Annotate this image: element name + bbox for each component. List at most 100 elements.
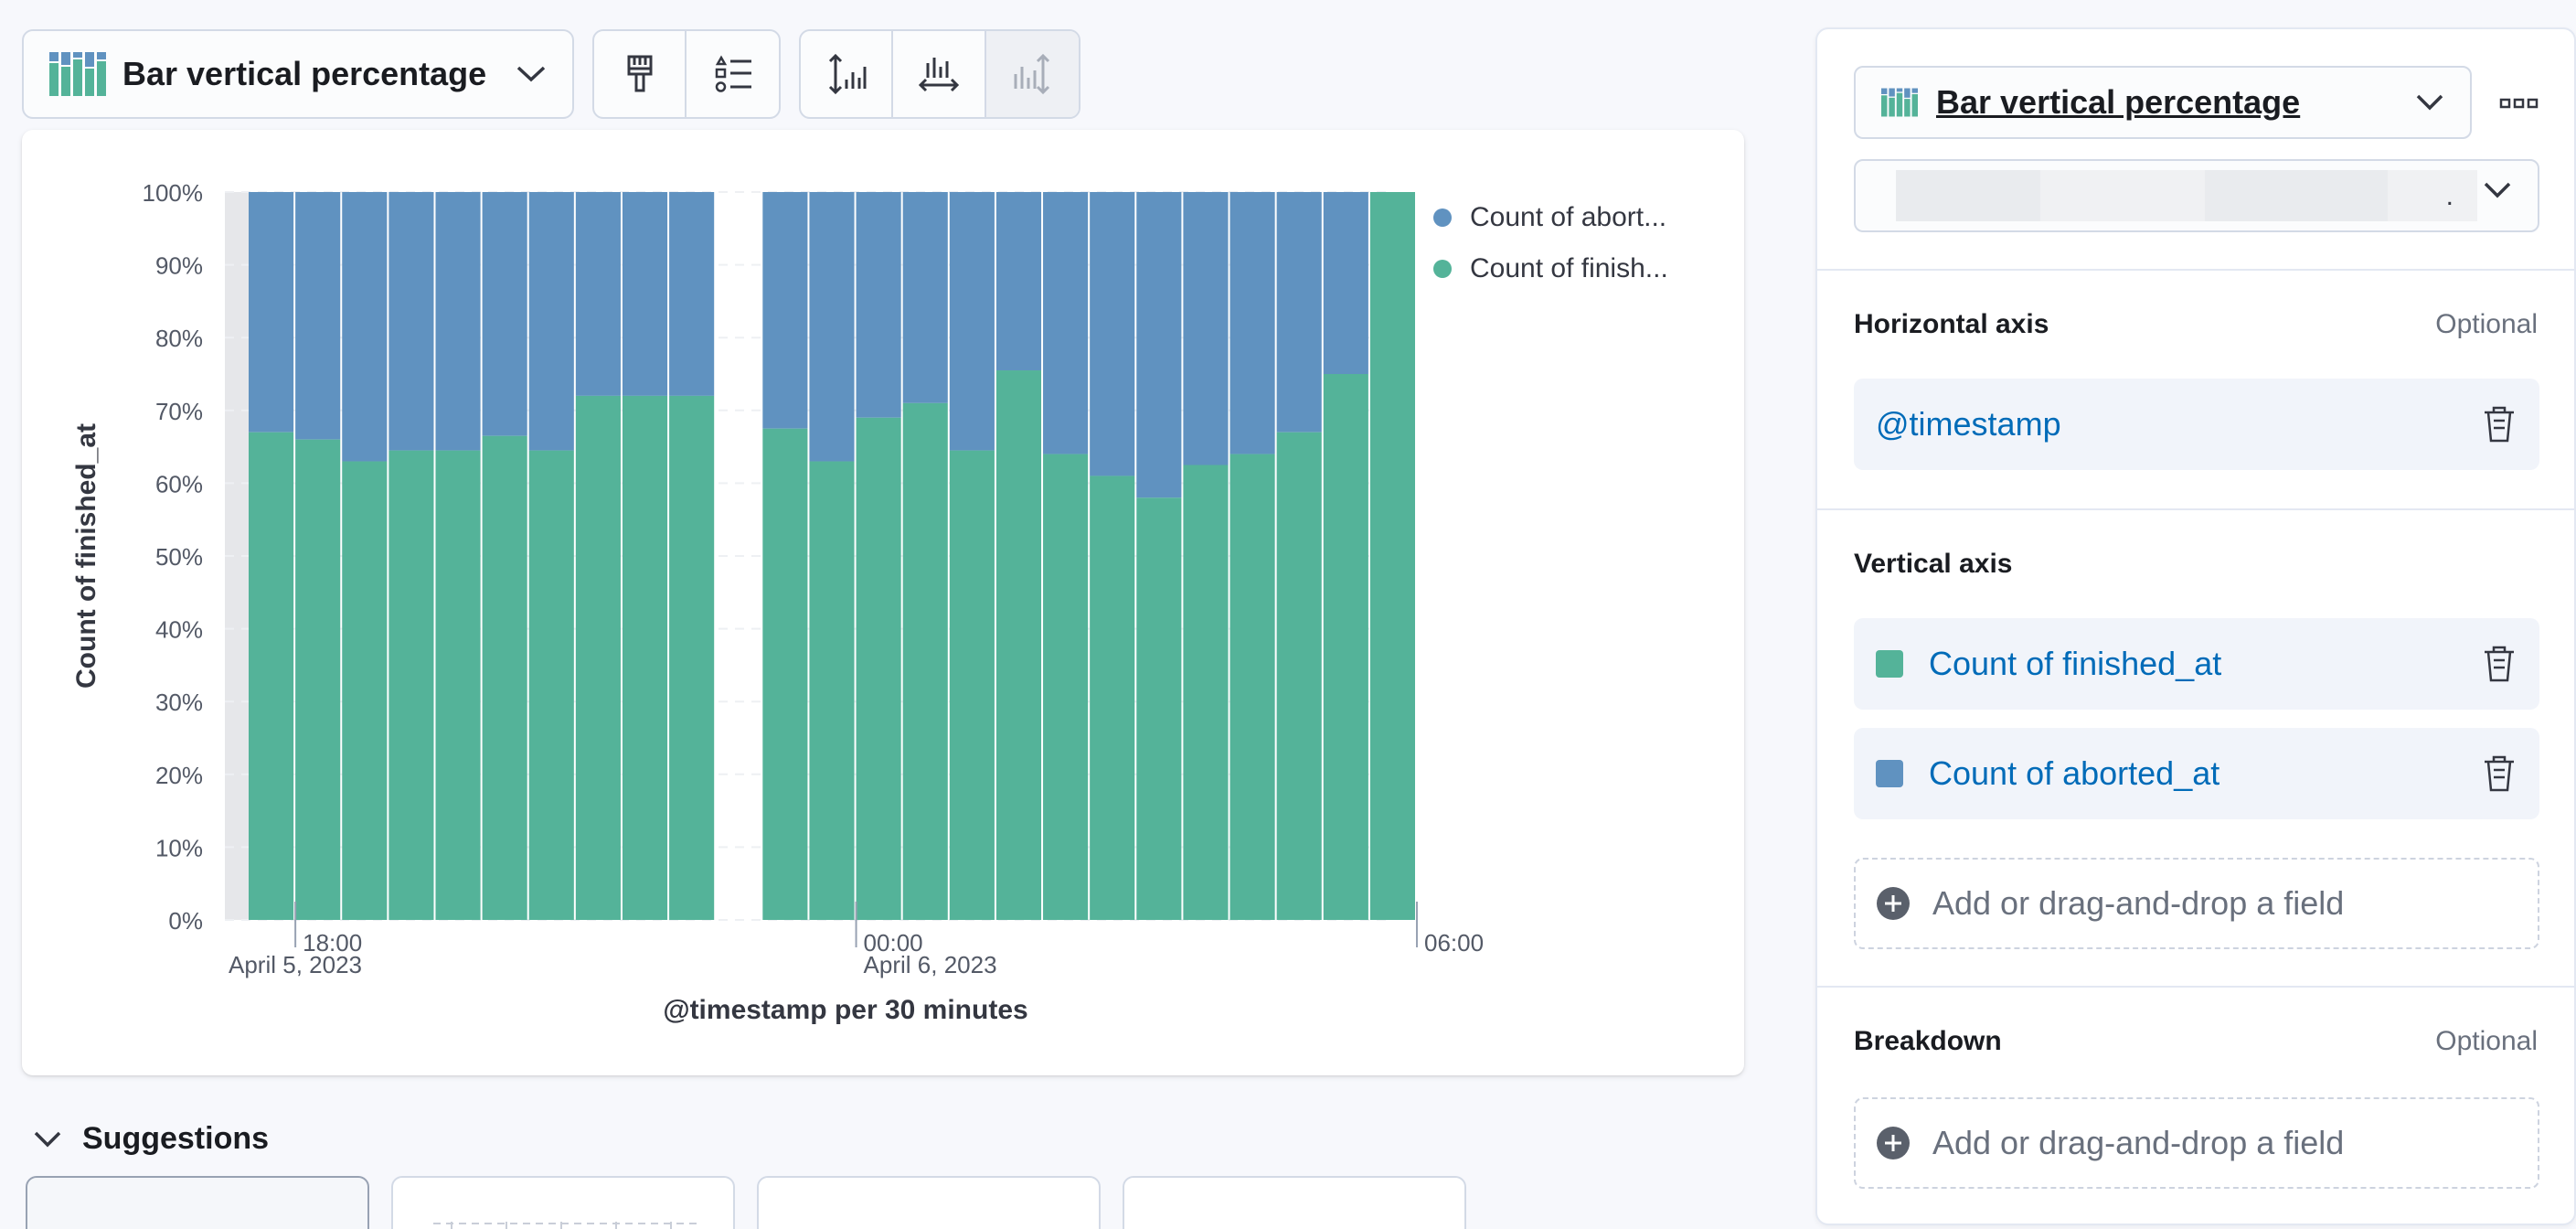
bar-finished <box>1276 432 1322 920</box>
bar-aborted <box>342 192 388 462</box>
bottom-axis-icon <box>918 58 960 92</box>
brush-icon <box>627 55 652 92</box>
bar-finished <box>1043 454 1089 920</box>
vertical-axis-add-field[interactable]: Add or drag-and-drop a field <box>1854 858 2539 949</box>
bar-aborted <box>1229 192 1275 454</box>
bar-finished <box>575 395 621 920</box>
bar-aborted <box>1183 192 1229 465</box>
bar-aborted <box>809 192 855 462</box>
bar-finished <box>902 402 948 921</box>
bar-aborted <box>435 192 481 451</box>
chart-type-switcher[interactable]: Bar vertical percentage <box>22 29 574 119</box>
add-field-label: Add or drag-and-drop a field <box>1932 884 2345 922</box>
layer-chart-type-switcher[interactable]: Bar vertical percentage <box>1854 66 2472 139</box>
data-view-picker[interactable]: . <box>1854 159 2539 232</box>
bar-finished <box>389 450 434 921</box>
x-tick-sublabel: April 6, 2023 <box>864 951 997 978</box>
chart-panel: 0% 10% 20% 30% 40% 50% 60% 70% 80% 90% 100% 18:00 Ap… <box>22 130 1744 1075</box>
horizontal-axis-field[interactable]: @timestamp <box>1876 405 2061 443</box>
vertical-axis-title: Vertical axis <box>1854 549 2013 579</box>
bar-aborted <box>575 192 621 396</box>
horizontal-axis-dimension[interactable]: @timestamp <box>1854 379 2539 470</box>
bar-finished <box>482 435 527 920</box>
redacted-region <box>2040 170 2205 221</box>
bar-finished <box>435 450 481 921</box>
bar-aborted <box>762 192 808 429</box>
bar-finished <box>1183 465 1229 920</box>
y-tick-label: 0% <box>168 907 203 935</box>
right-axis-button[interactable] <box>985 31 1079 117</box>
appearance-button-group <box>592 29 781 119</box>
section-divider <box>1817 508 2574 510</box>
bar-aborted <box>856 192 901 418</box>
trash-icon[interactable] <box>2481 644 2517 684</box>
legend-item-finished[interactable]: Count of finish... <box>1433 243 1668 294</box>
bar-chart-icon <box>49 52 106 96</box>
suggestion-thumbnail[interactable] <box>757 1176 1101 1229</box>
left-axis-button[interactable] <box>801 31 894 117</box>
bar-finished <box>856 417 901 920</box>
right-axis-icon <box>1014 53 1050 95</box>
visual-options-button[interactable] <box>594 31 687 117</box>
bar-finished <box>762 428 808 920</box>
bar-finished <box>1090 476 1135 920</box>
chevron-down-icon <box>2416 94 2443 111</box>
x-tick-sublabel: April 5, 2023 <box>229 951 362 978</box>
bar-finished <box>249 432 294 920</box>
vertical-axis-dimension-aborted[interactable]: Count of aborted_at <box>1854 728 2539 819</box>
series-color-swatch[interactable] <box>1876 760 1903 787</box>
bar-aborted <box>1136 192 1182 498</box>
suggestion-thumbnail[interactable] <box>391 1176 735 1229</box>
vertical-axis-dimension-finished[interactable]: Count of finished_at <box>1854 618 2539 710</box>
bar-finished <box>295 439 341 920</box>
bar-aborted <box>295 192 341 440</box>
series-color-swatch[interactable] <box>1876 650 1903 678</box>
bottom-axis-button[interactable] <box>893 31 986 117</box>
chart-type-label: Bar vertical percentage <box>122 55 487 92</box>
y-tick-label: 70% <box>155 398 203 425</box>
bar-aborted <box>482 192 527 436</box>
trash-icon[interactable] <box>2481 753 2517 794</box>
x-tick-label: 00:00 <box>864 929 923 956</box>
suggestions-title: Suggestions <box>82 1121 270 1156</box>
x-tick-label: 18:00 <box>303 929 362 956</box>
horizontal-axis-optional: Optional <box>2435 309 2538 339</box>
y-tick-label: 50% <box>155 543 203 571</box>
more-options-icon <box>2499 98 2539 109</box>
bar-aborted <box>622 192 668 396</box>
redacted-region <box>1896 170 2040 221</box>
legend-label-finished: Count of finish... <box>1470 253 1668 283</box>
bar-finished <box>669 395 715 920</box>
axis-button-group <box>799 29 1080 119</box>
bar-finished <box>995 370 1042 920</box>
chart-legend: Count of abort... Count of finish... <box>1433 192 1668 294</box>
suggestions-toggle[interactable]: Suggestions <box>33 1121 269 1157</box>
breakdown-add-field[interactable]: Add or drag-and-drop a field <box>1854 1097 2539 1189</box>
truncation-dot: . <box>2445 181 2454 211</box>
breakdown-title: Breakdown <box>1854 1026 2002 1056</box>
trash-icon[interactable] <box>2481 404 2517 444</box>
vertical-axis-field[interactable]: Count of finished_at <box>1929 645 2222 682</box>
y-tick-label: 40% <box>155 616 203 644</box>
y-tick-label: 10% <box>155 834 203 861</box>
bar-finished <box>809 461 855 920</box>
y-tick-label: 90% <box>155 252 203 280</box>
suggestion-preview-icon <box>433 1222 698 1229</box>
section-divider <box>1817 986 2574 988</box>
bar-finished <box>1229 454 1275 920</box>
plus-circle-icon <box>1877 1127 1910 1160</box>
y-tick-label: 30% <box>155 689 203 716</box>
bar-aborted <box>902 192 948 403</box>
x-tick-label: 06:00 <box>1424 929 1484 956</box>
suggestion-thumbnail[interactable] <box>1123 1176 1466 1229</box>
bar-chart-icon <box>1881 88 1918 117</box>
vertical-axis-field[interactable]: Count of aborted_at <box>1929 754 2220 792</box>
legend-settings-button[interactable] <box>687 31 779 117</box>
layer-actions-button[interactable] <box>2490 79 2549 128</box>
bar-finished <box>342 461 388 920</box>
legend-item-aborted[interactable]: Count of abort... <box>1433 192 1668 243</box>
suggestion-thumbnail[interactable] <box>26 1176 369 1229</box>
redacted-region <box>2205 170 2388 221</box>
bar-aborted <box>249 192 294 433</box>
y-tick-label: 80% <box>155 325 203 352</box>
